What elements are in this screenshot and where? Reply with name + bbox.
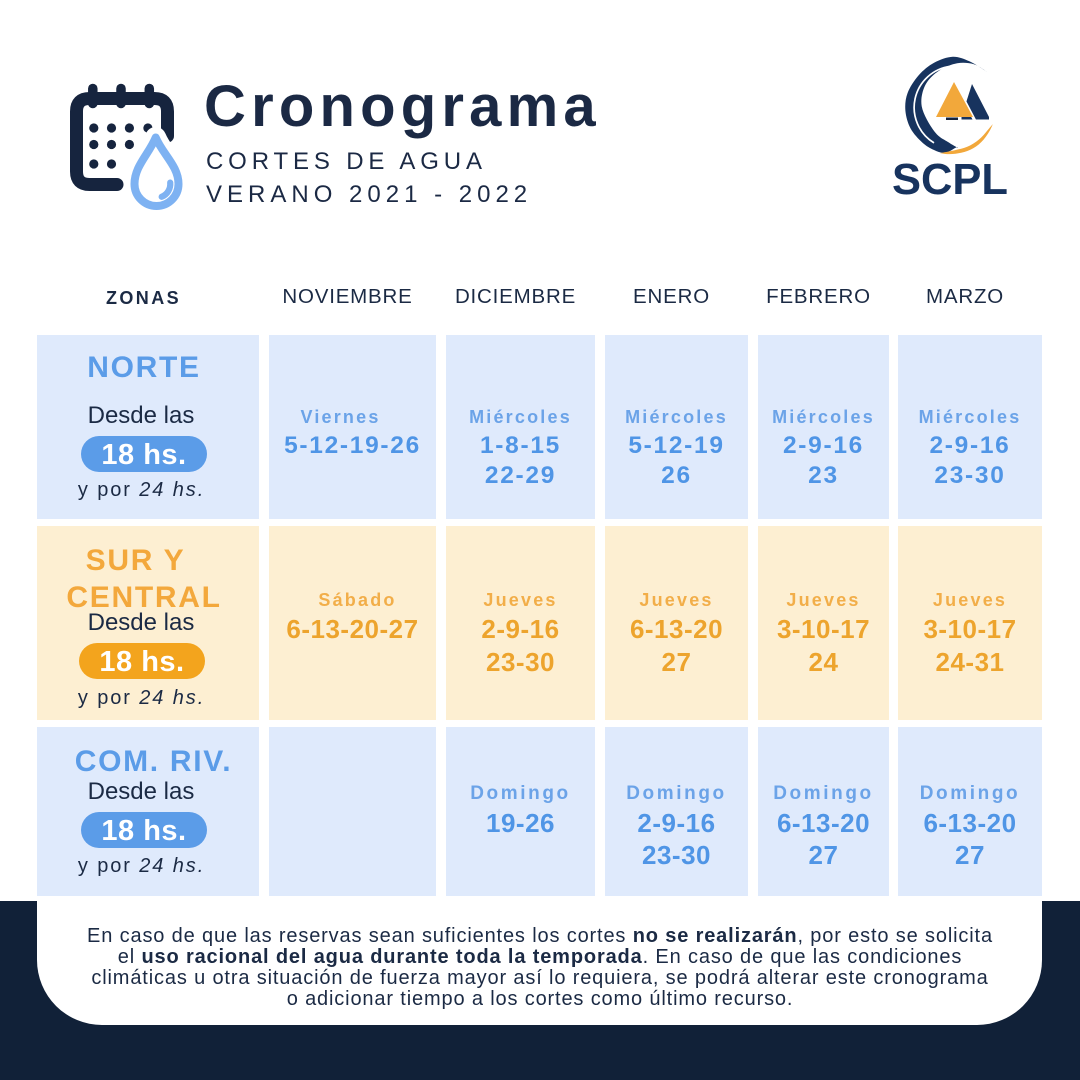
svg-text:SCPL: SCPL [892,156,1008,204]
